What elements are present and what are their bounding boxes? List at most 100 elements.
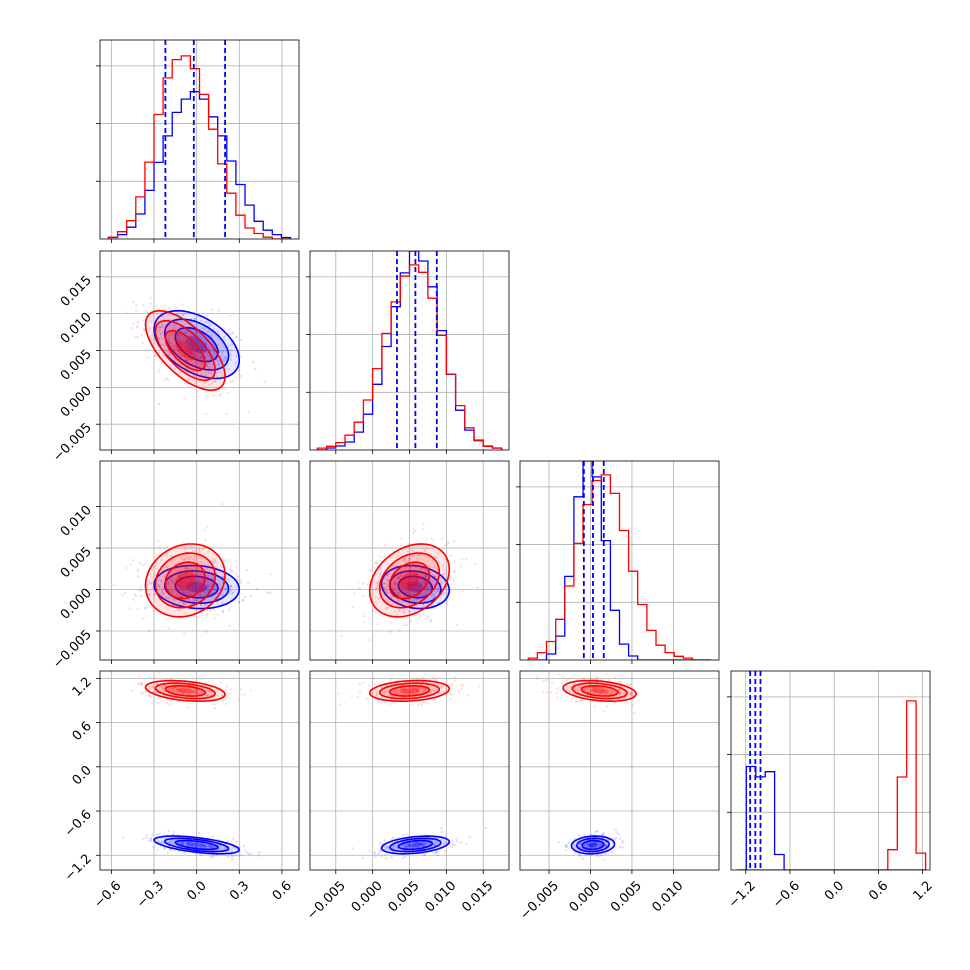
sample-point — [423, 853, 426, 857]
sample-point — [199, 597, 202, 600]
sample-point — [180, 582, 183, 585]
sample-point — [246, 582, 250, 585]
sample-point — [441, 537, 444, 541]
sample-point — [205, 412, 208, 416]
sample-point — [266, 591, 270, 595]
sample-point — [183, 329, 187, 333]
sample-point — [211, 382, 214, 385]
sample-point — [162, 592, 165, 596]
sample-point — [396, 688, 399, 692]
sample-point — [390, 694, 393, 698]
sample-point — [429, 586, 432, 590]
sample-point — [414, 687, 418, 690]
sample-point — [413, 692, 416, 696]
sample-point — [614, 828, 617, 831]
sample-point — [564, 844, 568, 848]
sample-point — [437, 683, 440, 686]
sample-point — [202, 843, 206, 847]
sample-point — [385, 589, 389, 592]
sample-point — [177, 341, 180, 344]
sample-point — [421, 586, 424, 589]
sample-point — [183, 851, 186, 854]
sample-point — [203, 845, 206, 848]
sample-point — [193, 581, 196, 584]
sample-point — [221, 571, 225, 575]
sample-point — [421, 573, 424, 576]
sample-point — [412, 687, 415, 690]
sample-point — [594, 842, 597, 845]
sample-point — [128, 607, 131, 610]
sample-point — [184, 339, 187, 343]
sample-point — [208, 329, 211, 332]
sample-point — [592, 686, 595, 689]
sample-point — [415, 686, 418, 690]
sample-point — [598, 689, 602, 693]
sample-point — [577, 689, 580, 692]
sample-point — [442, 691, 445, 694]
sample-point — [403, 590, 407, 594]
sample-point — [243, 595, 246, 599]
sample-point — [157, 585, 161, 589]
sample-point — [230, 332, 234, 335]
sample-point — [206, 573, 210, 576]
sample-point — [148, 629, 151, 633]
sample-point — [598, 692, 601, 695]
sample-point — [176, 337, 179, 341]
sample-point — [455, 839, 459, 843]
sample-point — [212, 597, 216, 600]
sample-point — [198, 365, 201, 369]
sample-point — [433, 583, 436, 587]
sample-point — [235, 335, 238, 339]
sample-point — [231, 854, 235, 858]
sample-point — [397, 691, 401, 695]
sample-point — [193, 316, 197, 320]
sample-point — [187, 598, 190, 601]
sample-point — [358, 690, 362, 693]
sample-point — [169, 578, 172, 582]
sample-point — [193, 599, 197, 602]
sample-point — [157, 329, 161, 333]
sample-point — [157, 370, 160, 373]
hist-red — [736, 700, 927, 870]
sample-point — [413, 687, 416, 690]
sample-point — [199, 603, 203, 606]
panel-frame — [519, 460, 720, 661]
sample-point — [409, 566, 412, 570]
sample-point — [423, 549, 427, 553]
sample-point — [411, 691, 414, 695]
sample-point — [179, 581, 183, 584]
sample-point — [235, 355, 238, 358]
sample-point — [380, 685, 383, 689]
sample-point — [583, 843, 587, 847]
sample-point — [418, 843, 421, 846]
sample-point — [140, 682, 143, 685]
sample-point — [160, 361, 163, 365]
sample-point — [190, 590, 193, 593]
sample-point — [630, 695, 633, 698]
sample-point — [403, 558, 406, 561]
sample-point — [189, 349, 192, 353]
sample-point — [135, 309, 138, 312]
x-tick-label: 0.010 — [422, 878, 459, 915]
sample-point — [568, 678, 571, 681]
sample-point — [232, 331, 235, 334]
sample-point — [189, 351, 192, 355]
sample-point — [177, 688, 181, 691]
sample-point — [434, 841, 438, 845]
sample-point — [382, 555, 386, 559]
sample-point — [413, 584, 416, 588]
sample-point — [440, 827, 443, 830]
sample-point — [386, 578, 389, 582]
sample-point — [184, 336, 187, 340]
sample-point — [229, 692, 232, 695]
sample-point — [207, 366, 210, 369]
sample-point — [166, 581, 169, 585]
sample-point — [178, 355, 181, 359]
sample-point — [188, 568, 191, 572]
sample-point — [190, 569, 193, 572]
sample-point — [593, 845, 596, 849]
sample-point — [185, 557, 188, 560]
sample-point — [578, 685, 582, 688]
sample-point — [152, 565, 155, 569]
sample-point — [192, 574, 195, 577]
